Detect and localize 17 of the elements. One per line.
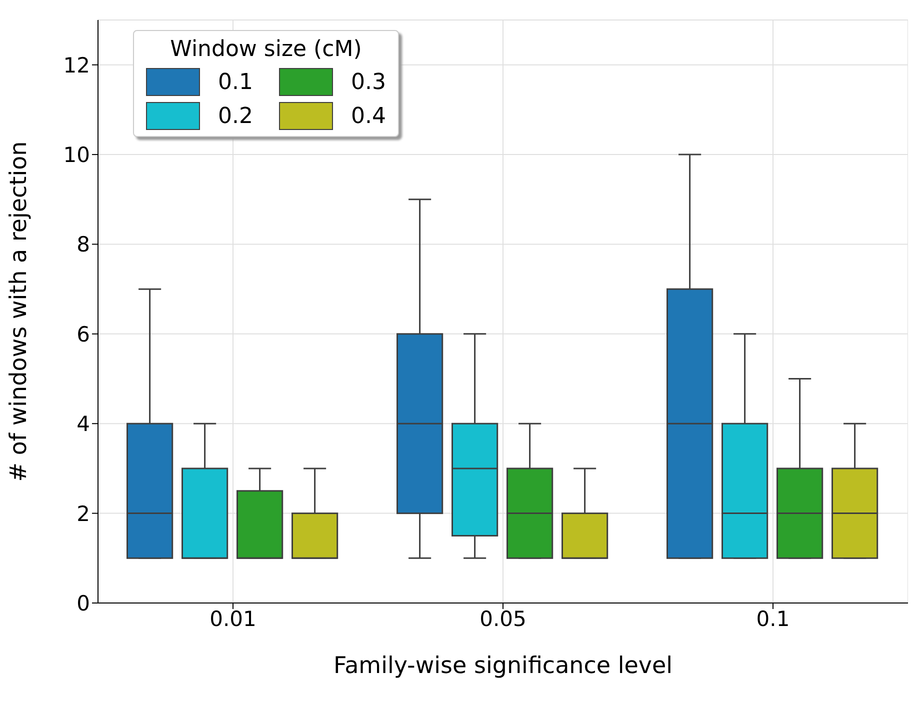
y-tick-label: 2 xyxy=(76,502,90,526)
legend-label: 0.4 xyxy=(351,104,386,128)
y-tick-label: 4 xyxy=(76,412,90,436)
y-tick-label: 0 xyxy=(76,591,90,616)
y-tick-label: 12 xyxy=(63,53,90,78)
y-axis-title: # of windows with a rejection xyxy=(6,141,32,482)
x-tick-label: 0.1 xyxy=(756,606,790,631)
x-tick-label: 0.05 xyxy=(480,606,526,631)
x-tick-label: 0.01 xyxy=(210,606,256,631)
y-tick-label: 8 xyxy=(76,232,90,257)
legend-label: 0.1 xyxy=(218,70,253,94)
y-tick-label: 10 xyxy=(63,142,90,167)
legend-label: 0.3 xyxy=(351,70,386,94)
legend-title: Window size (cM) xyxy=(169,37,363,62)
y-tick-label: 6 xyxy=(76,322,90,346)
x-axis-title: Family-wise significance level xyxy=(333,653,673,679)
legend-label: 0.2 xyxy=(218,104,253,128)
